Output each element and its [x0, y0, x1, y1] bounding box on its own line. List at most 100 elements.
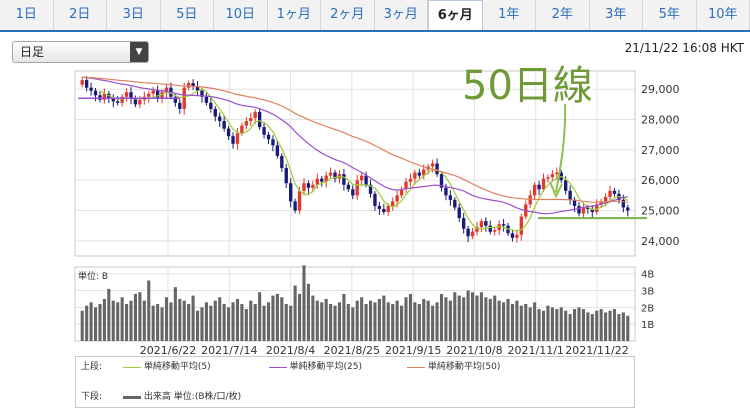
- volume-bar: [156, 304, 160, 341]
- candle-body: [271, 139, 275, 146]
- volume-bar: [195, 310, 200, 341]
- chevron-down-icon: ▼: [130, 42, 148, 62]
- legend-volume: 出来高 単位:(B株/口/枚): [122, 390, 241, 405]
- candle-body: [346, 184, 351, 190]
- candle-body: [546, 177, 550, 179]
- candle-body: [324, 175, 328, 182]
- volume-bar: [147, 280, 151, 341]
- candle-body: [537, 184, 541, 190]
- volume-bar: [541, 310, 546, 341]
- volume-bar: [524, 304, 528, 341]
- tab-1d[interactable]: 1日: [0, 0, 54, 30]
- tab-6m[interactable]: 6ヶ月: [428, 0, 483, 30]
- volume-bar: [368, 300, 373, 341]
- candle-body: [173, 96, 178, 103]
- y-tick-label: 25,000: [641, 205, 680, 218]
- candle-body: [595, 204, 599, 213]
- volume-bar: [315, 300, 319, 341]
- candle-body: [470, 231, 475, 237]
- volume-bar: [262, 305, 266, 341]
- tab-10d[interactable]: 10日: [214, 0, 268, 30]
- volume-swatch: [122, 395, 141, 399]
- legend-lower-row: 下段: 出来高 単位:(B株/口/枚): [81, 390, 241, 404]
- candle-body: [275, 145, 280, 156]
- tab-5y[interactable]: 5年: [643, 0, 697, 30]
- tab-1m[interactable]: 1ヶ月: [268, 0, 321, 30]
- volume-bar: [284, 304, 288, 341]
- candle-body: [98, 95, 102, 100]
- volume-bar: [621, 312, 625, 341]
- volume-tick-label: 4B: [641, 270, 654, 281]
- candle-body: [280, 155, 284, 169]
- candle-body: [226, 128, 231, 137]
- tab-2y[interactable]: 2年: [536, 0, 590, 30]
- volume-bar: [329, 304, 333, 341]
- tab-3y[interactable]: 3年: [590, 0, 643, 30]
- candle-body: [138, 99, 142, 105]
- candle-body: [266, 134, 271, 140]
- candle-body: [479, 221, 484, 228]
- candle-body: [222, 121, 226, 129]
- tab-2d[interactable]: 2日: [54, 0, 107, 30]
- candle-body: [621, 199, 626, 208]
- tab-5d[interactable]: 5日: [161, 0, 214, 30]
- candle-body: [342, 174, 346, 185]
- candle-body: [444, 187, 448, 196]
- volume-bar: [129, 300, 133, 341]
- volume-bar: [235, 298, 240, 341]
- candle-body: [204, 96, 209, 103]
- candle-body: [541, 178, 546, 190]
- legend-ma25: 単純移動平均(25): [268, 360, 362, 375]
- candle-body: [382, 208, 386, 213]
- candle-body: [284, 168, 288, 184]
- candle-body: [257, 111, 262, 128]
- volume-bar: [612, 309, 617, 341]
- tab-3m[interactable]: 3ヶ月: [375, 0, 428, 30]
- volume-bar: [386, 302, 390, 341]
- volume-bar: [577, 307, 581, 341]
- candle-body: [93, 90, 98, 96]
- candle-body: [155, 90, 160, 99]
- volume-bar: [466, 290, 470, 341]
- candle-body: [510, 233, 515, 238]
- y-tick-label: 26,000: [641, 174, 680, 187]
- candle-body: [213, 108, 217, 117]
- volume-bar: [515, 300, 519, 341]
- volume-bar: [191, 295, 195, 341]
- volume-bar: [604, 312, 608, 341]
- volume-bar: [417, 304, 421, 341]
- candle-body: [626, 207, 630, 211]
- volume-bar: [351, 307, 355, 341]
- volume-bar: [599, 309, 603, 341]
- candle-body: [391, 201, 395, 206]
- volume-bar: [590, 314, 594, 341]
- candle-period-select[interactable]: 日足 ▼: [12, 41, 149, 63]
- volume-bar: [457, 295, 461, 341]
- candle-body: [302, 183, 306, 191]
- annotation-arrowhead: [549, 181, 563, 199]
- volume-bar: [240, 304, 244, 341]
- tab-2m[interactable]: 2ヶ月: [321, 0, 375, 30]
- volume-bar: [125, 304, 129, 341]
- volume-bar: [617, 314, 621, 341]
- candle-body: [80, 80, 84, 85]
- update-timestamp: 21/11/22 16:08 HKT: [624, 41, 744, 55]
- volume-bar: [93, 307, 98, 341]
- candle-body: [182, 87, 186, 109]
- volume-bar: [484, 297, 488, 341]
- candle-body: [448, 195, 453, 200]
- x-tick-label: 2021/10/8: [446, 344, 502, 357]
- volume-bar: [111, 300, 115, 341]
- volume-bar: [475, 295, 479, 341]
- candle-body: [320, 178, 324, 182]
- candle-body: [519, 216, 524, 235]
- candle-body: [328, 172, 333, 176]
- volume-bar: [89, 302, 93, 341]
- tab-3d[interactable]: 3日: [107, 0, 161, 30]
- period-tabs: 1日 2日 3日 5日 10日 1ヶ月 2ヶ月 3ヶ月 6ヶ月 1年 2年 3年…: [0, 0, 750, 32]
- tab-1y[interactable]: 1年: [483, 0, 536, 30]
- y-tick-label: 28,000: [641, 114, 680, 127]
- x-tick-label: 2021/8/25: [324, 344, 380, 357]
- candle-body: [333, 172, 337, 179]
- ma25-swatch: [268, 366, 287, 368]
